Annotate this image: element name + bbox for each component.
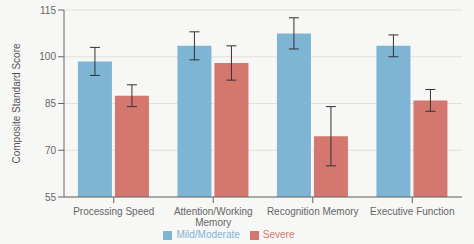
svg-text:100: 100 bbox=[39, 51, 56, 62]
svg-text:70: 70 bbox=[45, 145, 57, 156]
svg-text:115: 115 bbox=[40, 5, 56, 16]
svg-text:Attention/WorkingMemory: Attention/WorkingMemory bbox=[174, 206, 253, 228]
html-text:Mild/Moderate: Mild/Moderate bbox=[176, 229, 240, 240]
svg-text:Recognition Memory: Recognition Memory bbox=[267, 206, 359, 217]
svg-text:Executive Function: Executive Function bbox=[370, 206, 455, 217]
svg-text:55: 55 bbox=[45, 192, 57, 203]
svg-text:85: 85 bbox=[45, 98, 57, 109]
html-text:Severe: Severe bbox=[262, 229, 295, 240]
svg-text:Composite Standard Score: Composite Standard Score bbox=[11, 43, 22, 164]
svg-text:Processing Speed: Processing Speed bbox=[73, 206, 154, 217]
